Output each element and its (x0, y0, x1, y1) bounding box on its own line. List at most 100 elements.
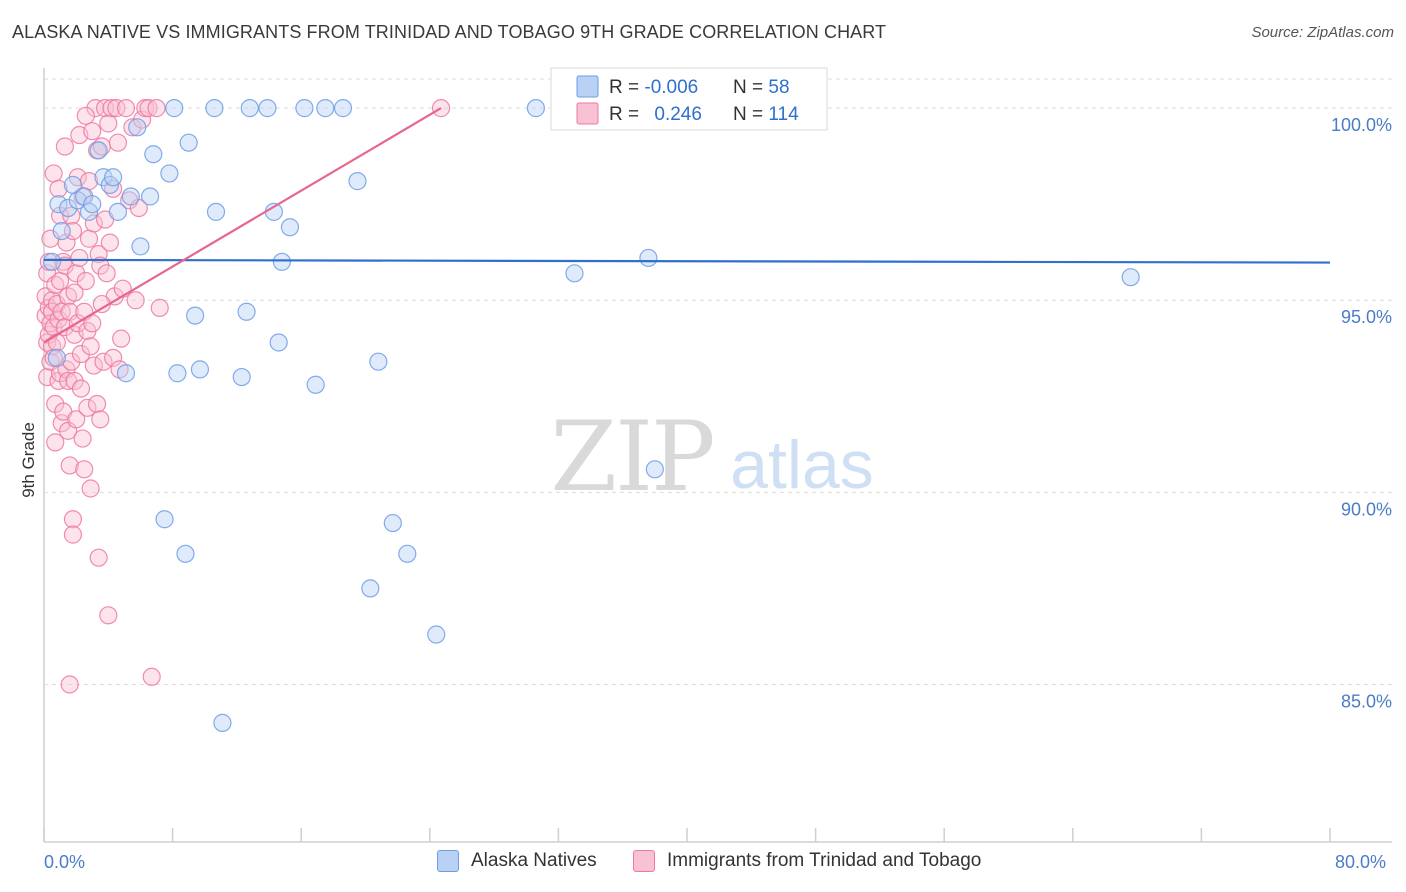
point-immigrants-72 (89, 548, 108, 567)
y-tick-labels: 100.0% 95.0% 90.0% 85.0% (1331, 115, 1392, 711)
stats-swatch-blue (576, 75, 599, 98)
y-axis-label: 9th Grade (19, 422, 38, 498)
point-immigrants-95 (126, 291, 145, 310)
trend-line-alaska-natives (43, 258, 1331, 264)
y-tick-label-0: 100.0% (1331, 115, 1392, 135)
point-alaska-natives-18 (131, 237, 150, 256)
watermark-zip: ZIP (550, 401, 713, 513)
point-immigrants-110 (49, 179, 68, 198)
stats-n-value-1: 58 (768, 77, 789, 98)
point-alaska-natives-47 (383, 513, 402, 533)
point-immigrants-108 (55, 137, 74, 156)
point-immigrants-56 (75, 460, 94, 479)
svg-text:R = -0.006: R = -0.006 (609, 77, 698, 98)
point-immigrants-40 (63, 510, 83, 529)
point-alaska-natives-1 (47, 348, 66, 367)
stats-n-label-1: N = (733, 77, 768, 98)
point-alaska-natives-3 (52, 221, 71, 241)
point-alaska-natives-34 (240, 99, 259, 118)
stats-legend: R = -0.006 N = 58 R = 0.246 N = 114 (550, 67, 828, 131)
stats-r-value-2: 0.246 (654, 104, 702, 125)
point-alaska-natives-16 (121, 187, 140, 206)
point-alaska-natives-19 (140, 187, 160, 206)
point-immigrants-87 (107, 99, 126, 118)
point-alaska-natives-13 (104, 168, 123, 187)
y-tick-label-1: 95.0% (1341, 307, 1392, 327)
point-immigrants-100 (142, 667, 161, 686)
stats-r-value-1: -0.006 (644, 77, 698, 98)
y-tick-label-3: 85.0% (1341, 691, 1392, 711)
point-immigrants-84 (104, 348, 123, 367)
point-alaska-natives-49 (427, 625, 446, 644)
point-immigrants-70 (87, 394, 107, 414)
point-immigrants-68 (86, 99, 105, 118)
point-alaska-natives-37 (269, 333, 288, 352)
legend-item-alaska-natives[interactable]: Alaska Natives (437, 850, 597, 872)
point-immigrants-52 (71, 379, 91, 398)
point-immigrants-62 (81, 337, 100, 356)
legend-label-alaska-natives: Alaska Natives (471, 850, 597, 871)
point-alaska-natives-17 (128, 118, 147, 137)
point-alaska-natives-48 (398, 544, 417, 563)
source-note: Source: ZipAtlas.com (1251, 24, 1394, 41)
point-immigrants-45 (67, 264, 86, 283)
point-alaska-natives-29 (206, 202, 226, 221)
point-alaska-natives-10 (89, 141, 108, 160)
svg-text:N = 114: N = 114 (733, 104, 799, 125)
x-tick-label-min: 0.0% (44, 852, 86, 872)
point-immigrants-42 (63, 525, 83, 544)
point-alaska-natives-2 (49, 195, 68, 214)
point-immigrants-79 (97, 264, 116, 283)
stats-n-label-2: N = (733, 104, 768, 125)
point-immigrants-90 (112, 329, 131, 348)
stats-n-value-2: 114 (768, 104, 799, 125)
point-immigrants-83 (102, 99, 121, 118)
point-immigrants-67 (84, 356, 103, 375)
point-immigrants-66 (84, 214, 103, 233)
legend-label-immigrants: Immigrants from Trinidad and Tobago (667, 850, 982, 871)
point-alaska-natives-53 (639, 248, 658, 268)
point-alaska-natives-24 (168, 364, 187, 383)
point-immigrants-107 (44, 164, 63, 183)
point-immigrants-19 (47, 333, 66, 352)
point-immigrants-22 (50, 271, 70, 291)
point-alaska-natives-14 (108, 202, 128, 221)
point-alaska-natives-44 (348, 172, 367, 191)
point-alaska-natives-26 (179, 133, 198, 152)
trend-line-immigrants (43, 107, 442, 344)
point-alaska-natives-22 (160, 164, 179, 183)
point-alaska-natives-45 (361, 579, 380, 598)
point-immigrants-53 (73, 429, 92, 448)
point-alaska-natives-4 (59, 198, 78, 218)
point-alaska-natives-0 (42, 252, 62, 271)
point-immigrants-101 (147, 99, 166, 118)
point-alaska-natives-54 (645, 460, 664, 479)
point-alaska-natives-28 (190, 360, 210, 379)
point-alaska-natives-20 (144, 145, 163, 164)
legend-swatch-pink (633, 850, 655, 872)
series-alaska-natives-points (42, 99, 1140, 732)
svg-text:R = 0.246: R = 0.246 (609, 104, 702, 125)
axes (43, 68, 1392, 843)
point-immigrants-61 (79, 229, 99, 248)
point-immigrants-46 (67, 410, 86, 429)
point-immigrants-57 (76, 271, 95, 291)
point-immigrants-81 (99, 606, 118, 625)
trend-lines (43, 107, 1331, 344)
point-alaska-natives-51 (565, 264, 584, 283)
point-immigrants-111 (65, 283, 84, 302)
watermark-atlas: atlas (730, 427, 874, 503)
point-immigrants-74 (91, 410, 110, 429)
point-immigrants-39 (62, 352, 81, 371)
svg-text:N = 58: N = 58 (733, 77, 790, 98)
point-alaska-natives-50 (526, 99, 545, 118)
point-alaska-natives-9 (83, 195, 102, 214)
point-immigrants-49 (70, 248, 89, 268)
legend-item-immigrants[interactable]: Immigrants from Trinidad and Tobago (633, 850, 981, 872)
point-immigrants-82 (100, 233, 120, 252)
watermark: ZIP atlas (550, 401, 873, 513)
x-tick-label-max: 80.0% (1335, 852, 1387, 872)
point-alaska-natives-30 (213, 713, 232, 732)
point-immigrants-59 (78, 398, 97, 417)
point-alaska-natives-39 (280, 218, 300, 237)
